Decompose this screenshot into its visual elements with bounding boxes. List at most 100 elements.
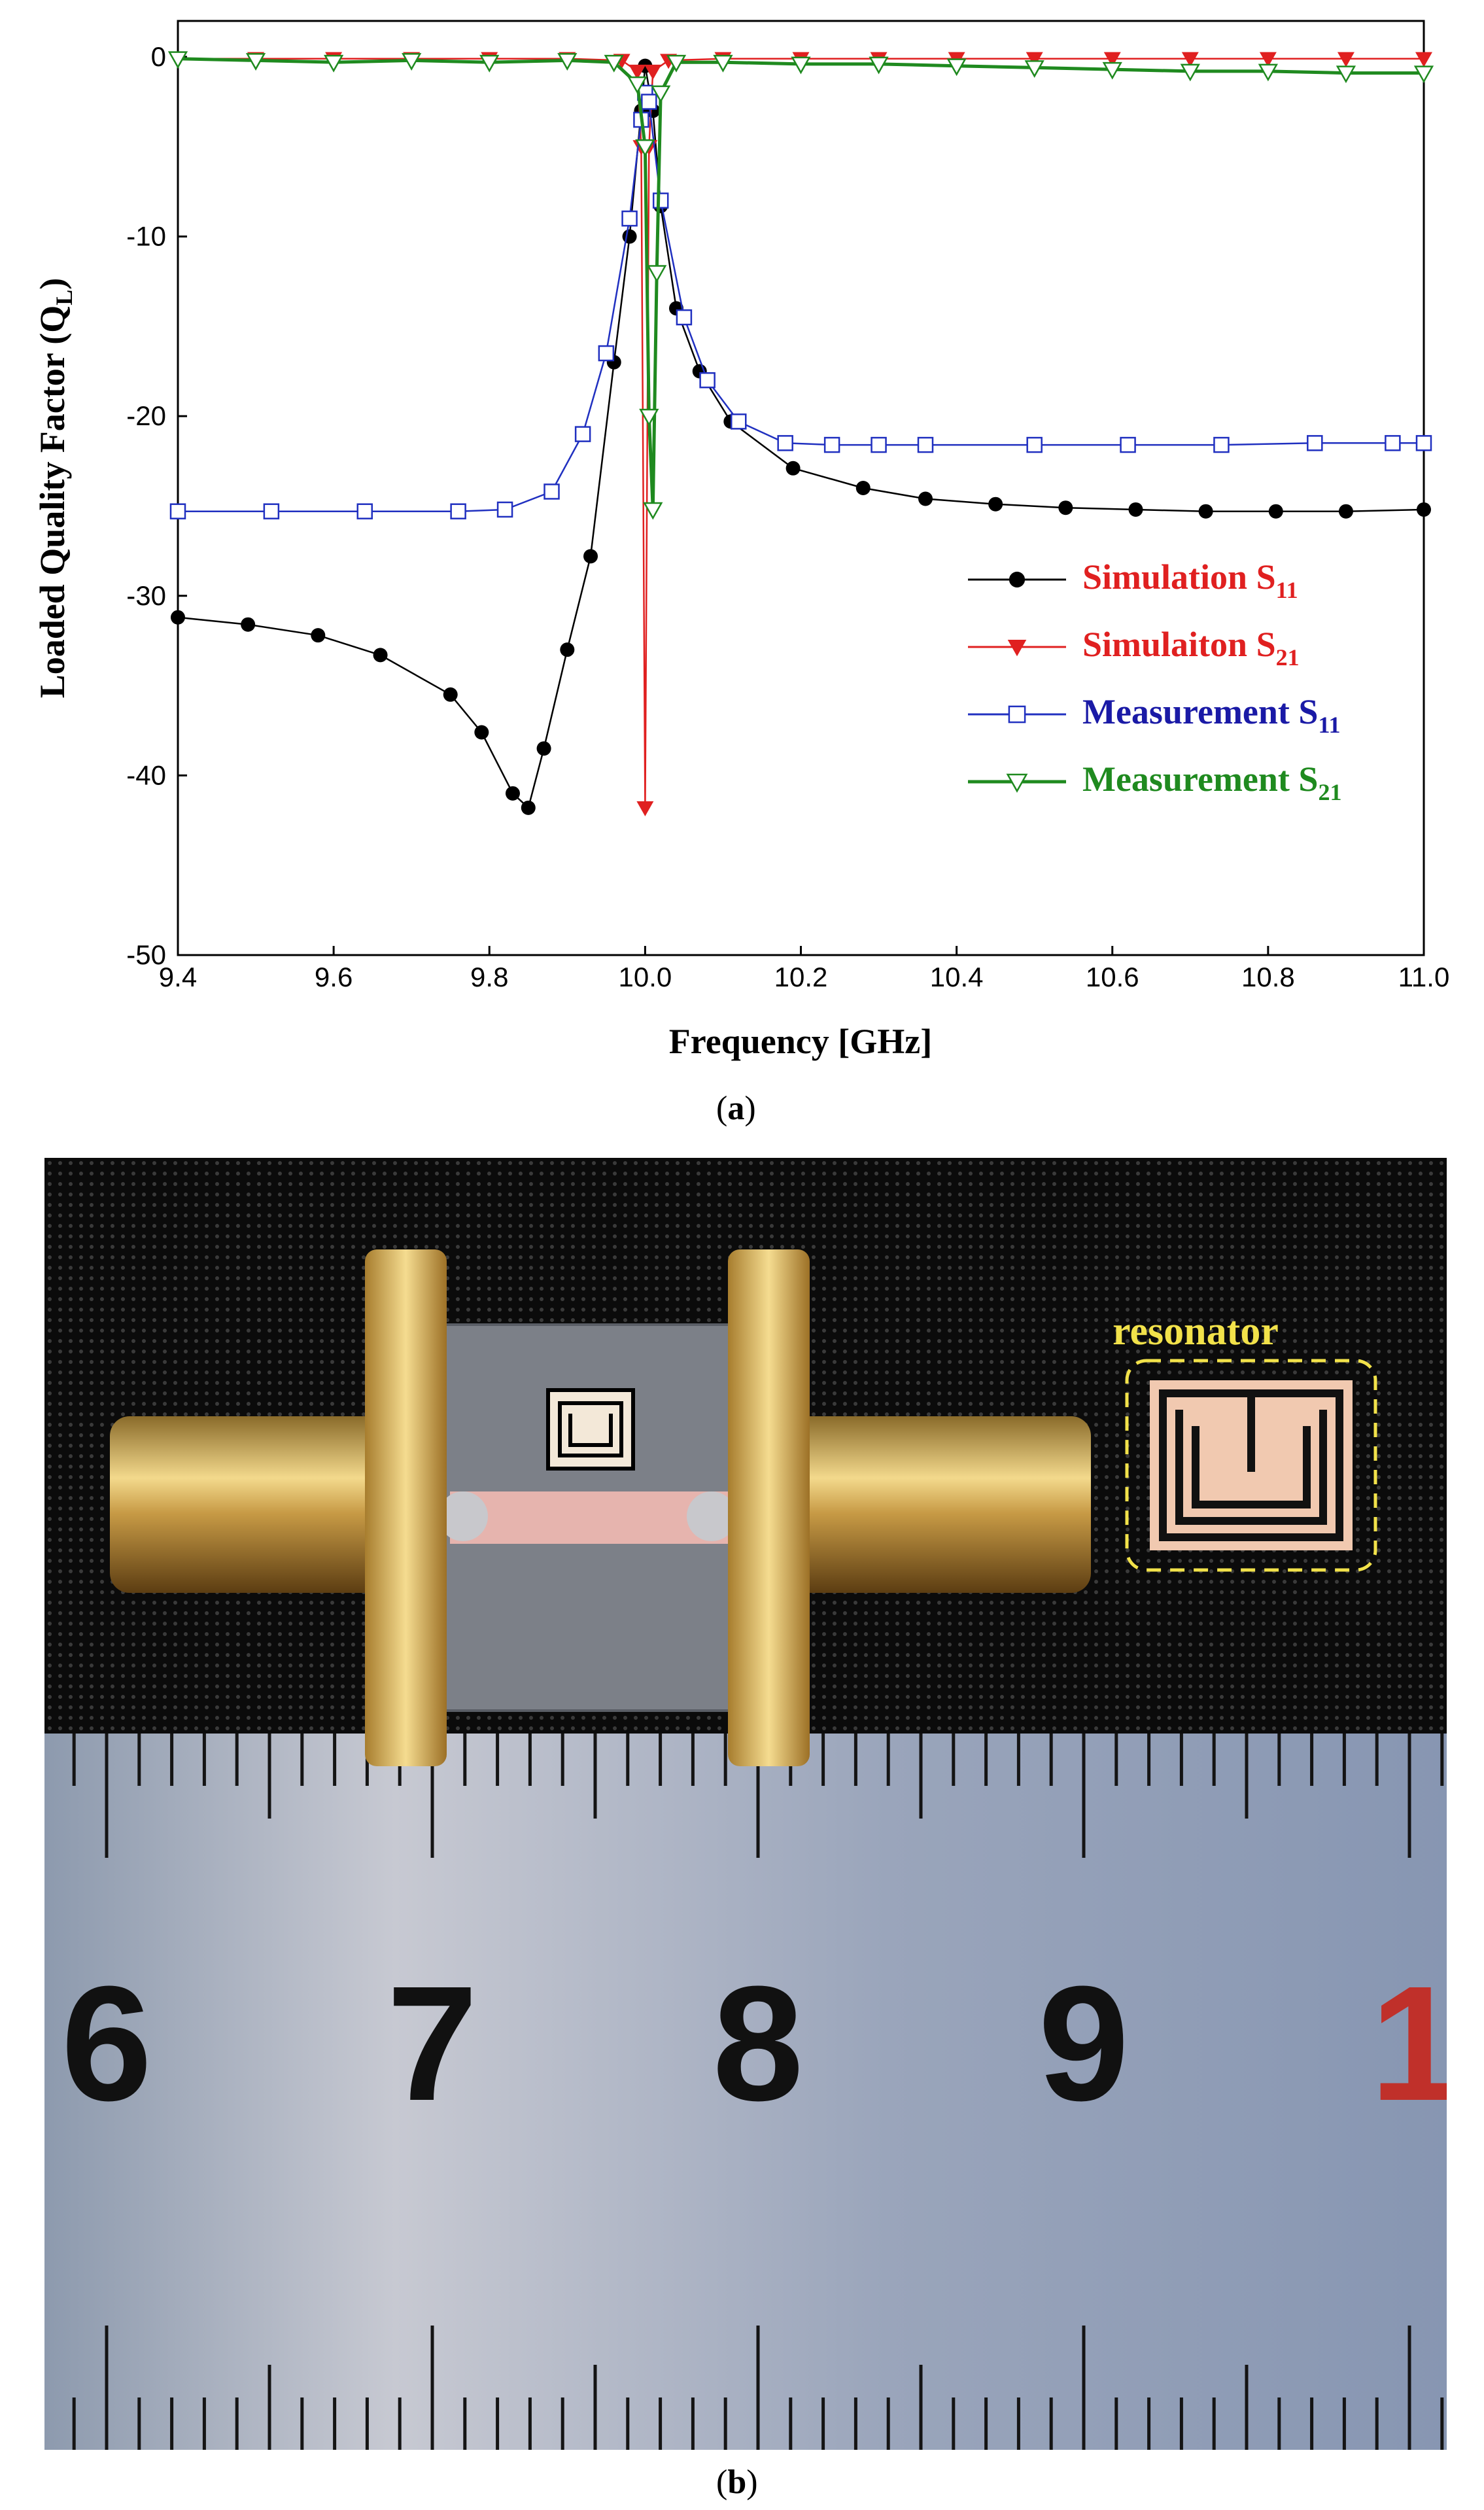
- left-connector: [110, 1416, 417, 1593]
- y-tick-label: -50: [126, 939, 166, 970]
- x-tick-label: 10.8: [1241, 962, 1295, 992]
- microstrip-line: [450, 1491, 731, 1544]
- data-point: [171, 610, 185, 625]
- resonator-inset: resonator: [1113, 1309, 1377, 1572]
- x-tick-label: 10.6: [1086, 962, 1139, 992]
- data-point: [169, 503, 186, 519]
- data-point: [1006, 773, 1028, 793]
- board-resonator-icon: [546, 1388, 635, 1471]
- data-point: [785, 461, 801, 476]
- data-point: [629, 64, 646, 80]
- data-point: [1103, 52, 1121, 67]
- y-tick-label: 0: [151, 41, 166, 72]
- data-point: [323, 54, 344, 73]
- legend-label-sub: 11: [1276, 577, 1298, 603]
- data-point: [1258, 63, 1279, 82]
- data-point: [918, 491, 933, 506]
- data-point: [1026, 436, 1043, 453]
- data-point: [241, 617, 256, 632]
- data-point: [245, 53, 266, 71]
- data-point: [622, 229, 637, 244]
- data-point: [1128, 502, 1143, 517]
- data-point: [1007, 640, 1027, 657]
- chart: 9.4 9.6 9.8 10.0 10.2 10.4 10.6 10.8 11.0 0 -10 -20…: [33, 20, 1449, 1061]
- data-point: [869, 56, 889, 75]
- data-point: [627, 76, 647, 94]
- y-tick-label: -10: [126, 221, 166, 252]
- ruler-number: 7: [387, 1952, 477, 2135]
- x-tick-label: 9.4: [159, 962, 197, 992]
- data-point: [521, 800, 536, 815]
- data-point: [1009, 571, 1026, 588]
- data-point: [167, 51, 188, 69]
- legend-entry: Simulaiton S21: [968, 625, 1300, 671]
- data-point: [583, 549, 598, 564]
- y-tick-label: -20: [126, 400, 166, 431]
- plot-frame: [177, 20, 1425, 956]
- data-point: [855, 481, 871, 495]
- x-tick-label: 10.0: [619, 962, 672, 992]
- ruler-number: 6: [61, 1952, 152, 2135]
- data-point: [1024, 60, 1044, 78]
- data-point: [1120, 436, 1136, 453]
- data-point: [643, 502, 663, 520]
- data-point: [1336, 65, 1356, 84]
- data-point: [1026, 52, 1043, 67]
- data-point: [1102, 61, 1122, 80]
- data-point: [373, 648, 388, 663]
- data-point: [1415, 52, 1432, 67]
- data-point: [1337, 52, 1355, 67]
- data-point: [676, 309, 693, 326]
- series-layer: [167, 51, 1434, 816]
- left-flange: [365, 1249, 447, 1766]
- data-point: [598, 345, 615, 362]
- data-point: [557, 53, 578, 71]
- caption-a-close: ): [744, 1090, 756, 1127]
- legend-label: Measurement S11: [1082, 692, 1340, 738]
- data-point: [1198, 504, 1213, 519]
- data-point: [1058, 500, 1073, 515]
- data-point: [356, 503, 373, 519]
- caption-b-open: (: [716, 2464, 728, 2501]
- data-point: [644, 64, 662, 80]
- legend-label: Simulaiton S21: [1082, 625, 1300, 671]
- data-point: [731, 413, 747, 430]
- data-point: [311, 628, 326, 643]
- data-point: [1259, 52, 1277, 67]
- caption-b-close: ): [746, 2464, 758, 2501]
- caption-b: (b): [716, 2463, 758, 2501]
- ruler-number: 10: [1370, 1952, 1447, 2135]
- caption-a: (a): [716, 1089, 756, 1128]
- data-point: [402, 53, 422, 71]
- legend-entry: Simulation S11: [968, 557, 1298, 603]
- data-point: [791, 56, 811, 75]
- series-measurement-s21: [167, 51, 1434, 520]
- data-point: [474, 725, 489, 740]
- data-point: [988, 497, 1003, 512]
- legend-label: Simulation S11: [1082, 557, 1298, 603]
- x-axis-title: Frequency [GHz]: [669, 1022, 932, 1061]
- legend-label-main: Measurement S: [1082, 692, 1318, 731]
- caption-a-letter: a: [727, 1090, 745, 1127]
- data-point: [647, 265, 667, 283]
- y-tick-label: -30: [126, 580, 166, 611]
- legend-entry: Measurement S21: [968, 759, 1341, 805]
- filter-photo: 6 7 8 9 10 resonator: [44, 1158, 1447, 2450]
- data-point: [652, 192, 669, 209]
- data-point: [544, 483, 560, 500]
- data-point: [505, 786, 520, 801]
- data-point: [1413, 65, 1434, 84]
- x-tick-label: 9.8: [470, 962, 508, 992]
- ruler-number: 9: [1038, 1952, 1129, 2135]
- data-point: [641, 94, 657, 110]
- axis-ticks: 9.4 9.6 9.8 10.0 10.2 10.4 10.6 10.8 11.0 0 -10 -20…: [126, 41, 1449, 992]
- legend-label-sub: 21: [1318, 779, 1341, 805]
- data-point: [604, 54, 624, 73]
- data-point: [917, 436, 934, 453]
- data-point: [946, 58, 967, 77]
- legend: Simulation S11 Simulaiton S21 Measurement …: [968, 557, 1341, 805]
- data-point: [1307, 435, 1323, 451]
- data-point: [560, 642, 575, 657]
- data-point: [443, 687, 458, 702]
- data-point: [1213, 436, 1230, 453]
